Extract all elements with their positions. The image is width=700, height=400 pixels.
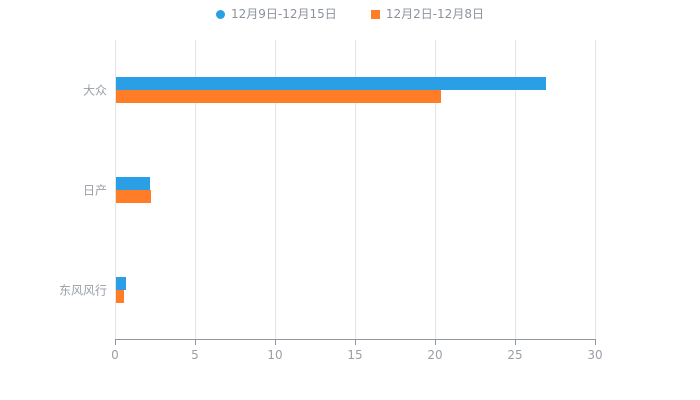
bar-东风风行-12月2日-12月8日 <box>116 290 124 303</box>
x-axis-line <box>115 339 596 340</box>
gridline <box>275 40 276 340</box>
legend-item-1[interactable]: 12月2日-12月8日 <box>370 7 484 21</box>
legend-circle-marker <box>216 9 226 19</box>
x-axis-tick <box>595 340 596 345</box>
x-axis-tick <box>355 340 356 345</box>
bar-大众-12月9日-12月15日 <box>116 77 547 90</box>
x-axis-tick <box>435 340 436 345</box>
x-tick-label: 0 <box>111 348 119 362</box>
x-axis-tick <box>515 340 516 345</box>
category-label: 东风风行 <box>58 283 107 298</box>
gridline <box>115 40 116 340</box>
legend-square-marker <box>370 9 380 19</box>
gridline <box>595 40 596 340</box>
x-axis-tick <box>115 340 116 345</box>
gridline <box>355 40 356 340</box>
bar-大众-12月2日-12月8日 <box>116 90 441 103</box>
gridline <box>515 40 516 340</box>
category-label: 日产 <box>82 183 107 198</box>
x-tick-label: 15 <box>347 348 363 362</box>
bar-东风风行-12月9日-12月15日 <box>116 277 126 290</box>
x-axis-tick <box>275 340 276 345</box>
legend-item-0[interactable]: 12月9日-12月15日 <box>216 8 337 20</box>
gridline <box>195 40 196 340</box>
chart-legend: 12月9日-12月15日 12月2日-12月8日 <box>0 8 700 20</box>
legend-label: 12月9日-12月15日 <box>231 7 337 21</box>
x-tick-label: 10 <box>267 348 283 362</box>
category-label: 大众 <box>82 83 107 98</box>
gridline <box>435 40 436 340</box>
bar-日产-12月2日-12月8日 <box>116 190 152 203</box>
x-tick-label: 20 <box>427 348 443 362</box>
x-tick-label: 25 <box>507 348 523 362</box>
legend-label: 12月2日-12月8日 <box>385 7 484 21</box>
x-tick-label: 5 <box>191 348 199 362</box>
x-tick-label: 30 <box>587 348 603 362</box>
bar-日产-12月9日-12月15日 <box>116 177 150 190</box>
x-axis-tick <box>195 340 196 345</box>
plot-area <box>115 40 596 345</box>
